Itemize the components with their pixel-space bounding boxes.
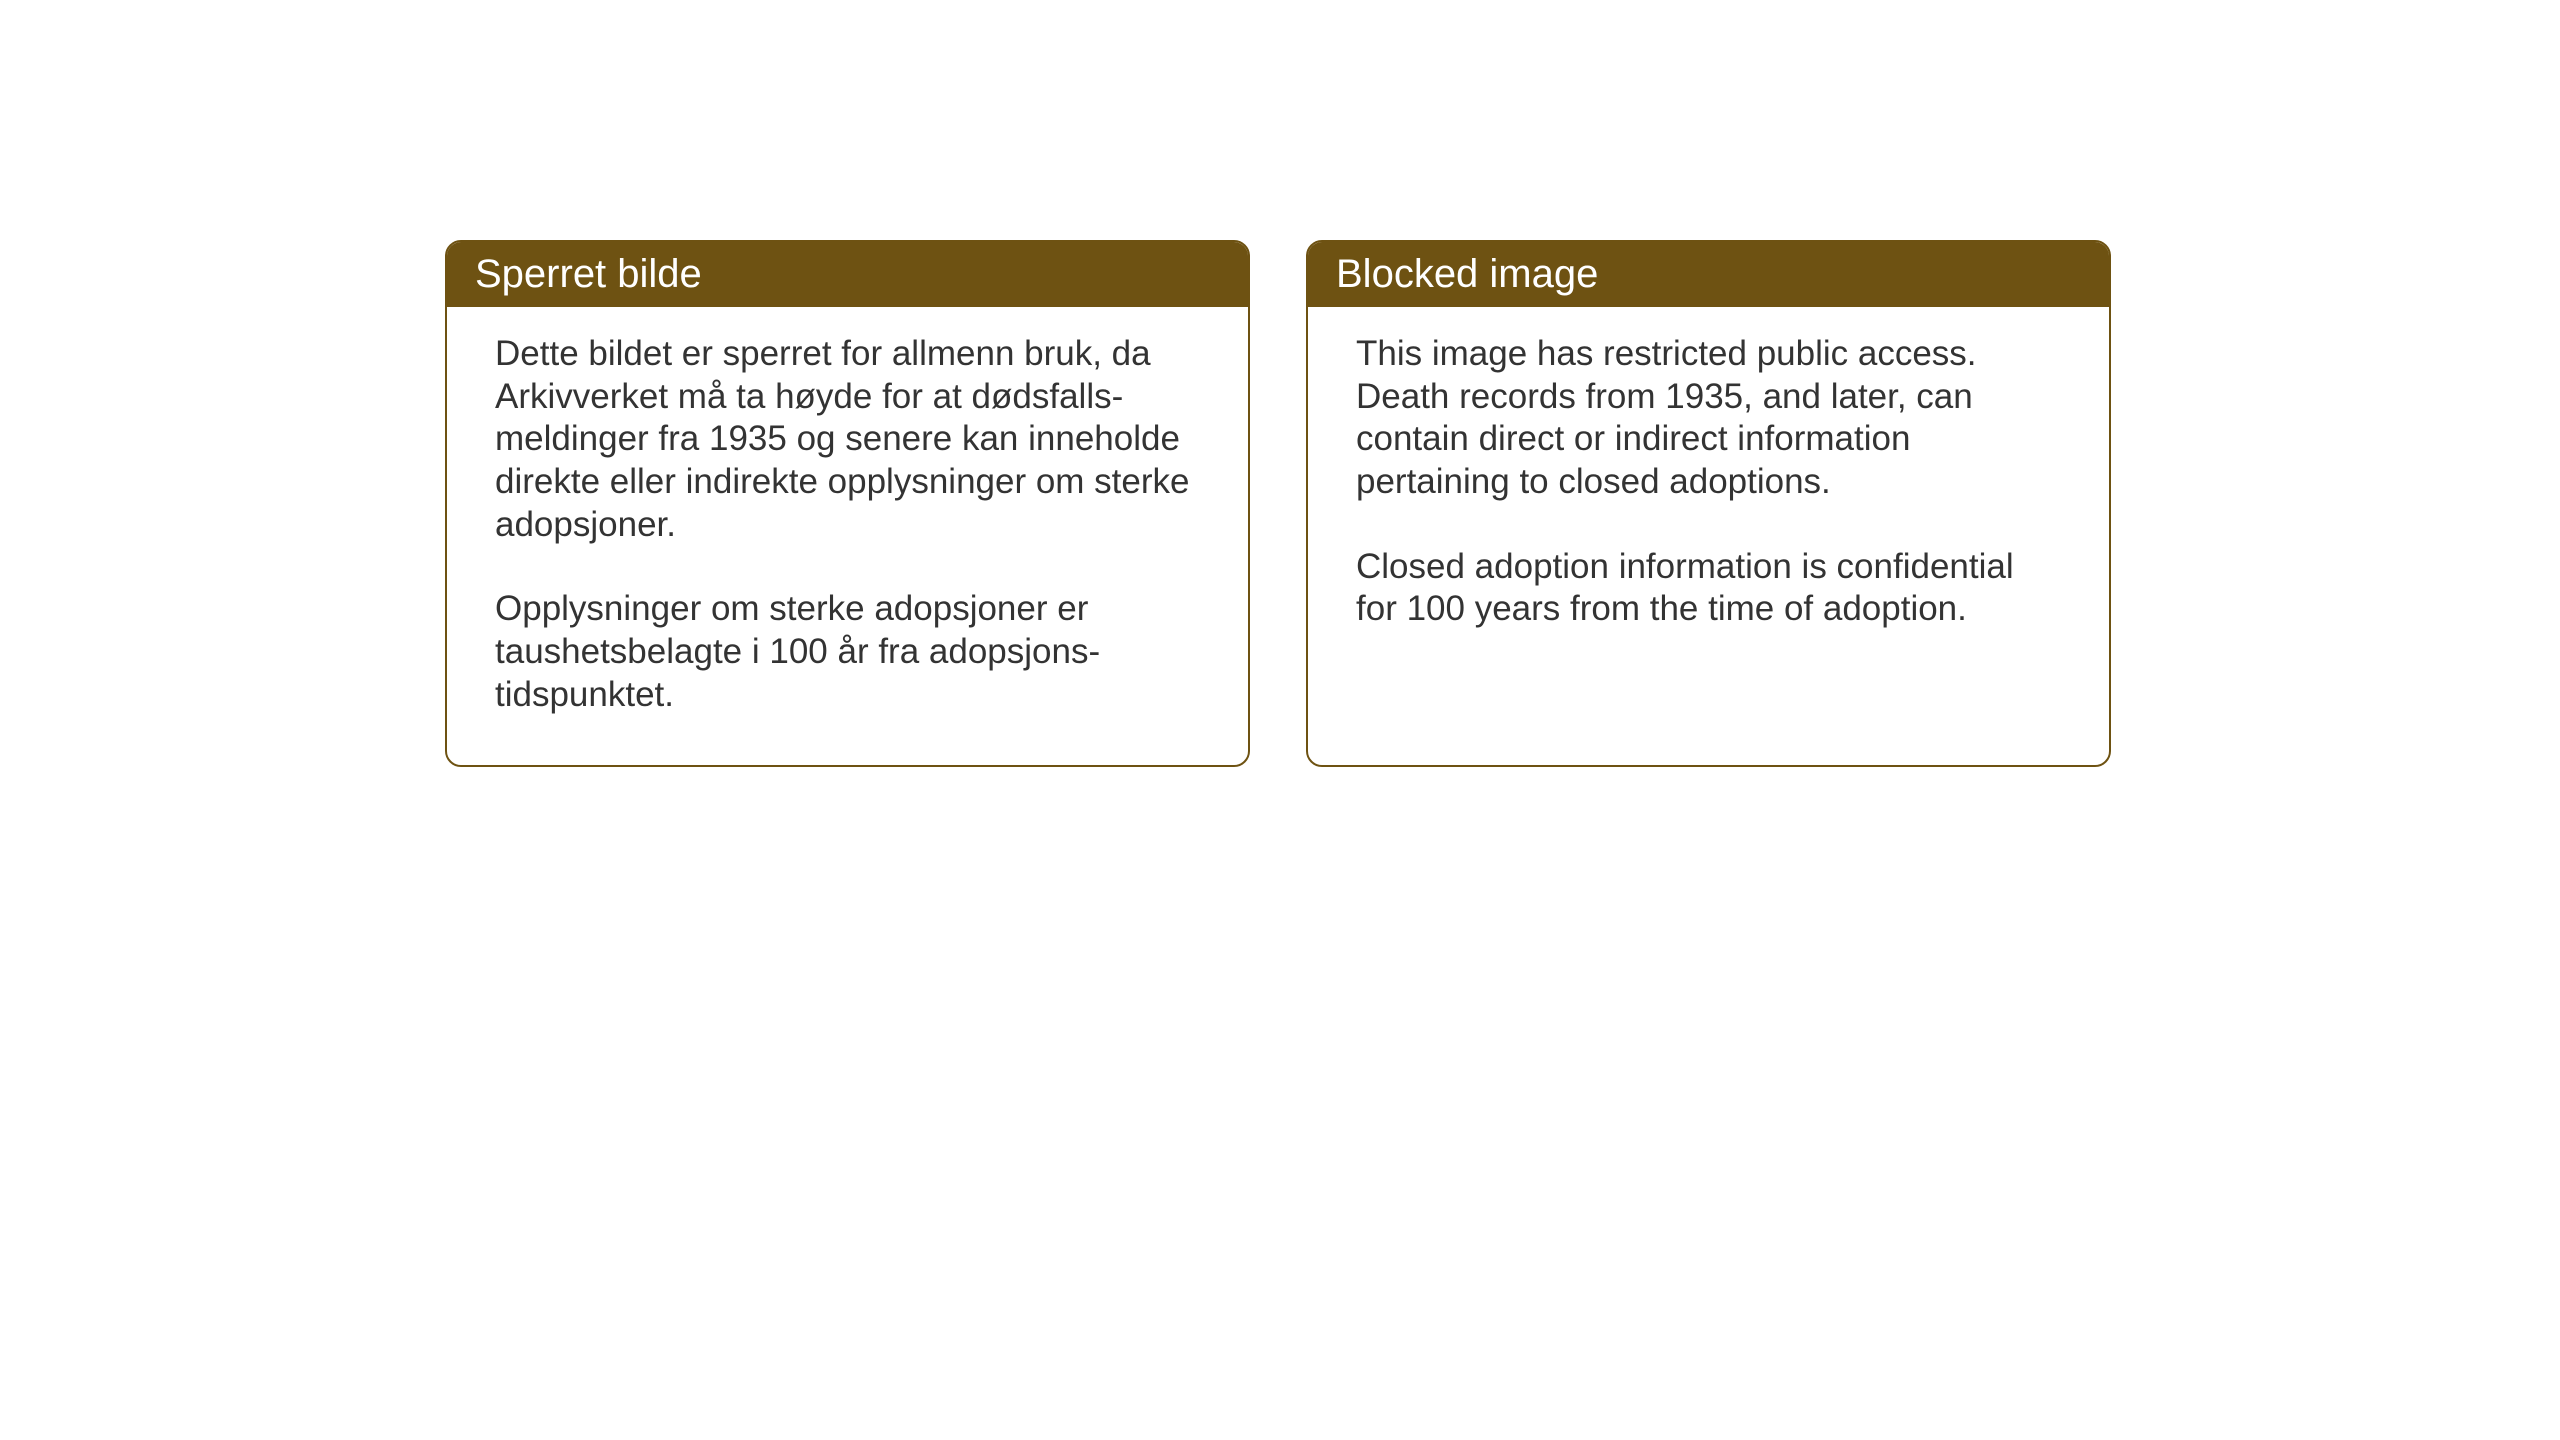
card-paragraph2-english: Closed adoption information is confident… <box>1356 546 2061 631</box>
card-paragraph1-english: This image has restricted public access.… <box>1356 333 2061 504</box>
card-title-english: Blocked image <box>1336 252 1598 296</box>
card-body-norwegian: Dette bildet er sperret for allmenn bruk… <box>447 307 1248 765</box>
notice-card-english: Blocked image This image has restricted … <box>1306 240 2111 767</box>
notice-cards-container: Sperret bilde Dette bildet er sperret fo… <box>445 240 2111 767</box>
notice-card-norwegian: Sperret bilde Dette bildet er sperret fo… <box>445 240 1250 767</box>
card-title-norwegian: Sperret bilde <box>475 252 702 296</box>
card-body-english: This image has restricted public access.… <box>1308 307 2109 679</box>
card-header-english: Blocked image <box>1308 242 2109 307</box>
card-paragraph2-norwegian: Opplysninger om sterke adopsjoner er tau… <box>495 588 1200 716</box>
card-header-norwegian: Sperret bilde <box>447 242 1248 307</box>
card-paragraph1-norwegian: Dette bildet er sperret for allmenn bruk… <box>495 333 1200 546</box>
